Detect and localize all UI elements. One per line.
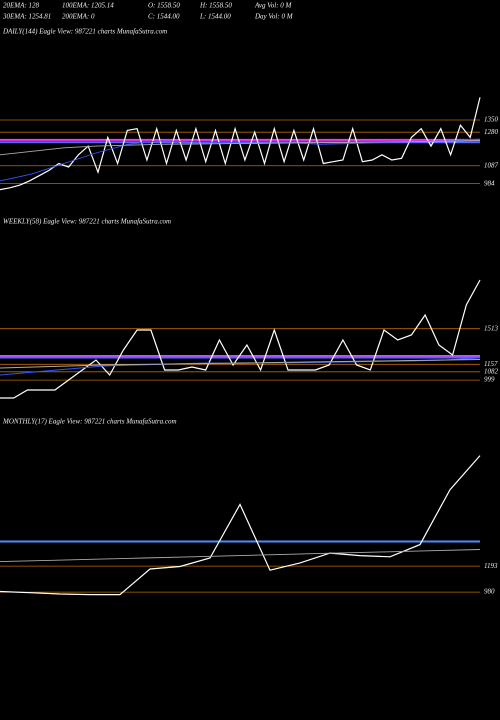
ema-line: [0, 357, 481, 376]
y-tick-label: 1513: [484, 324, 499, 332]
header-item: 30EMA: 1254.81: [2, 13, 51, 21]
ema-line: [0, 140, 481, 156]
panel-title: DAILY(144) Eagle View: 987221 charts Mun…: [2, 28, 167, 36]
header-item: H: 1558.50: [199, 2, 232, 10]
ema-line: [0, 549, 481, 563]
y-tick-label: 1350: [484, 116, 499, 124]
price-line: [0, 97, 481, 191]
price-line: [0, 455, 481, 596]
panel-title: WEEKLY(58) Eagle View: 987221 charts Mun…: [3, 218, 171, 226]
header-item: L: 1544.00: [199, 13, 231, 21]
y-tick-label: 1157: [484, 360, 498, 368]
y-tick-label: 1193: [484, 562, 498, 570]
panel-title: MONTHLY(17) Eagle View: 987221 charts Mu…: [2, 418, 177, 426]
header-item: 100EMA: 1205.14: [62, 2, 114, 10]
header-item: 200EMA: 0: [62, 13, 95, 21]
header-item: Day Vol: 0 M: [254, 13, 294, 21]
header-item: C: 1544.00: [148, 13, 180, 21]
header-item: Avg Vol: 0 M: [254, 2, 293, 10]
y-tick-label: 1280: [484, 128, 499, 136]
y-tick-label: 984: [484, 179, 495, 187]
price-line: [0, 279, 481, 399]
y-tick-label: 1087: [484, 161, 499, 169]
ema-line: [0, 359, 481, 369]
y-tick-label: 1082: [484, 367, 499, 375]
y-tick-label: 999: [484, 376, 495, 384]
header-item: 20EMA: 128: [3, 2, 39, 10]
y-tick-label: 980: [484, 588, 495, 596]
header-item: O: 1558.50: [148, 2, 180, 10]
